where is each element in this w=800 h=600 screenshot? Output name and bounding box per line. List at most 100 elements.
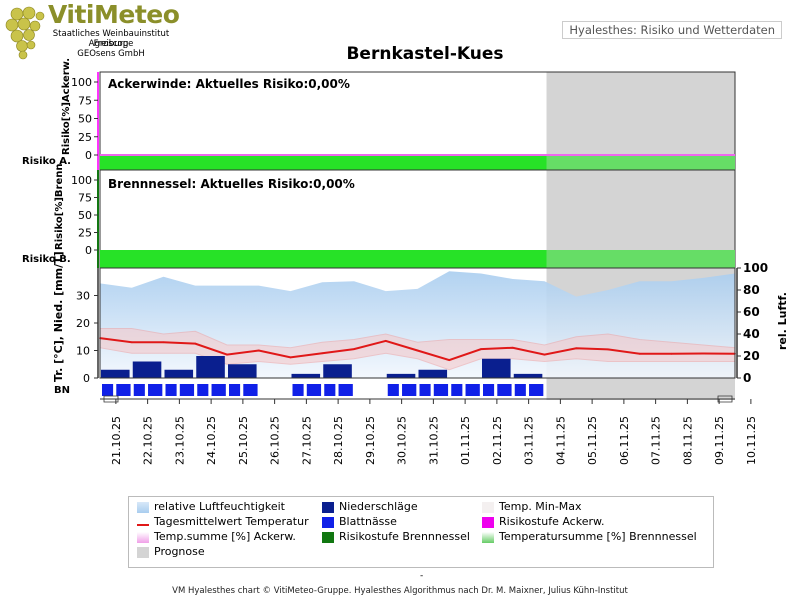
- leaf-wet-block: [529, 384, 544, 396]
- weather-right-tick-label: 60: [743, 305, 760, 319]
- x-tick-label: 28.10.25: [332, 416, 345, 465]
- weather-panel-frame: [99, 267, 736, 379]
- legend-temp-minmax-swatch: [482, 502, 494, 513]
- chart-title: Bernkastel-Kues: [346, 44, 504, 64]
- precip-bar: [132, 361, 162, 378]
- logo-line-3: GEOsens GmbH: [77, 49, 145, 59]
- weather-left-tick-label: 20: [76, 317, 90, 330]
- temp-mean-point: [607, 348, 609, 351]
- ackerw-ytick-label: 100: [71, 76, 92, 89]
- x-tick-label: 25.10.25: [237, 416, 250, 465]
- temp-mean-point: [226, 353, 228, 356]
- weather-right-tick-label: 40: [743, 327, 760, 341]
- x-tick-label: 02.11.25: [491, 416, 504, 465]
- legend-tempsum-ackerw: Temp.summe [%] Ackerw.: [154, 530, 296, 543]
- x-axis-start-marker: [103, 395, 119, 403]
- precip-bar: [513, 373, 543, 378]
- x-tick-label: 03.11.25: [523, 416, 536, 465]
- x-tick-label: 04.11.25: [554, 416, 567, 465]
- leaf-wet-block: [197, 384, 209, 396]
- leaf-wet-block: [229, 384, 241, 396]
- leaf-wet-block: [292, 384, 304, 396]
- precip-bar: [418, 369, 448, 378]
- x-axis-end-marker: [717, 395, 733, 403]
- leaf-wet-label: BN: [54, 385, 70, 396]
- temp-mean-point: [575, 347, 578, 350]
- temp-mean-point: [416, 349, 419, 352]
- x-tick-label: 23.10.25: [173, 416, 186, 465]
- temp-mean-point: [194, 342, 197, 345]
- logo-title: VitiMeteo: [48, 0, 180, 29]
- temp-mean-point: [543, 353, 546, 356]
- x-tick-label: 21.10.25: [110, 416, 123, 465]
- temp-mean-point: [289, 356, 292, 359]
- brenn-risk-band-forecast: [546, 250, 735, 268]
- chart-canvas: 0 25 50 75 100 Ackerwinde: Aktuelles Risiko:0…: [22, 58, 789, 465]
- temp-mean-point: [480, 348, 482, 351]
- brenn-ytick-label: 75: [78, 192, 92, 205]
- ackerw-risk-band: [100, 155, 547, 170]
- precip-bar: [164, 369, 194, 378]
- x-tick-label: 07.11.25: [650, 416, 663, 465]
- legend-leaf-wet: Blattnässe: [339, 515, 397, 528]
- temp-mean-point: [448, 359, 451, 362]
- leaf-wet-block: [165, 384, 177, 396]
- legend-tempsum-brenn: Temperatursumme [%] Brennnessel: [499, 530, 697, 543]
- ackerw-panel-label: Ackerwinde: Aktuelles Risiko:0,00%: [108, 77, 350, 91]
- weather-right-tick-label: 80: [743, 283, 760, 297]
- legend-tempsum-ackerw-swatch: [137, 532, 149, 543]
- legend-risk-brenn: Risikostufe Brennnessel: [339, 530, 470, 543]
- leaf-wet-block: [133, 384, 145, 396]
- ackerw-ytick-label: 50: [78, 113, 92, 126]
- x-tick-label: 05.11.25: [586, 416, 599, 465]
- leaf-wet-block: [433, 384, 449, 396]
- x-tick-label: 22.10.25: [142, 416, 155, 465]
- x-tick-label: 01.11.25: [459, 416, 472, 465]
- temp-mean-point: [384, 339, 387, 342]
- brenn-ytick-label: 25: [78, 227, 92, 240]
- weather-right-tick-label: 20: [743, 349, 760, 363]
- x-tick-label: 06.11.25: [618, 416, 631, 465]
- footer-credit: VM Hyalesthes chart © VitiMeteo-Gruppe. …: [172, 586, 628, 596]
- legend-humidity: relative Luftfeuchtigkeit: [154, 500, 285, 513]
- precip-bar: [291, 373, 321, 378]
- grape-logo-icon: [5, 6, 45, 60]
- legend-forecast-swatch: [137, 547, 149, 558]
- weather-left-tick-label: 30: [76, 290, 90, 303]
- temp-mean-point: [638, 352, 641, 355]
- precip-bar: [101, 369, 130, 378]
- temp-mean-point: [511, 346, 514, 349]
- legend-precip-swatch: [322, 502, 334, 513]
- precip-bar: [323, 364, 352, 378]
- temp-mean-point: [670, 352, 673, 355]
- legend-risk-ackerw: Risikostufe Ackerw.: [499, 515, 605, 528]
- leaf-wet-block: [387, 384, 399, 396]
- precip-bar: [386, 373, 416, 378]
- ackerw-risk-band-forecast: [546, 155, 735, 170]
- brenn-panel-label: Brennnessel: Aktuelles Risiko:0,00%: [108, 177, 355, 191]
- legend: relative Luftfeuchtigkeit Niederschläge …: [128, 496, 714, 568]
- temp-mean-point: [130, 341, 133, 344]
- leaf-wet-block: [102, 384, 114, 396]
- report-type-label: Hyalesthes: Risiko und Wetterdaten: [562, 21, 782, 39]
- leaf-wet-block: [211, 384, 226, 396]
- brenn-ytick-label: 0: [85, 244, 92, 257]
- ackerw-ylabel: Risiko[%]Ackerw.: [61, 58, 72, 155]
- leaf-wet-block: [451, 384, 463, 396]
- legend-leaf-wet-swatch: [322, 517, 334, 528]
- legend-temp-mean: Tagesmittelwert Temperatur: [154, 515, 309, 528]
- weather-right-ylabel: rel. Luftf.: [776, 292, 789, 350]
- ackerw-ytick-label: 25: [78, 131, 92, 144]
- x-tick-label: 27.10.25: [300, 416, 313, 465]
- brenn-risk-band: [100, 250, 547, 268]
- precip-bar: [228, 364, 257, 378]
- ackerw-band-label: Risiko A.: [22, 156, 71, 167]
- x-tick-label: 30.10.25: [396, 416, 409, 465]
- x-tick-label: 09.11.25: [713, 416, 726, 465]
- logo-line-2: Agroscope: [88, 39, 134, 49]
- weather-right-tick-label: 100: [743, 261, 768, 275]
- weather-right-tick-label: 0: [743, 371, 751, 385]
- temp-mean-point: [353, 348, 355, 351]
- legend-precip: Niederschläge: [339, 500, 418, 513]
- temp-mean-point: [702, 352, 705, 355]
